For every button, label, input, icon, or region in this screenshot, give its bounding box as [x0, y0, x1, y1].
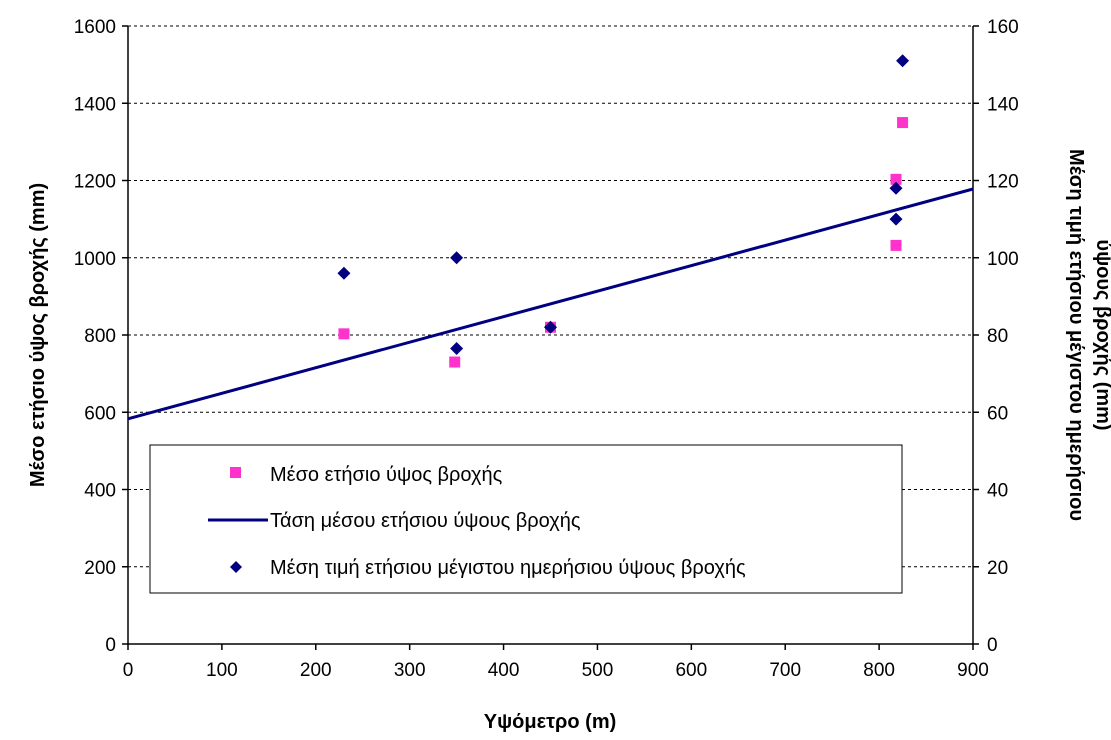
tick-labels: 0200400600800100012001400160002040608010…: [74, 17, 1019, 681]
legend-marker-square: [230, 467, 241, 478]
data-point-square: [890, 173, 902, 185]
data-point-square: [449, 356, 461, 368]
x-tick-label: 800: [863, 660, 895, 681]
data-point-square: [897, 117, 909, 129]
data-point-square: [338, 328, 350, 340]
y2-tick-label: 120: [987, 172, 1019, 193]
legend-marker-diamond: [230, 561, 242, 573]
legend-label-trend: Τάση μέσου ετήσιου ύψους βροχής: [270, 510, 581, 532]
data-point-square: [890, 239, 902, 251]
y-tick-label: 1200: [74, 172, 116, 193]
y2-tick-label: 140: [987, 94, 1019, 115]
x-tick-label: 300: [394, 660, 426, 681]
y2-tick-label: 100: [987, 249, 1019, 270]
data-point-diamond: [450, 342, 464, 356]
data-point-diamond: [889, 181, 903, 195]
y2-tick-label: 20: [987, 558, 1008, 579]
legend-label-max-daily-rainfall: Μέση τιμή ετήσιου μέγιστου ημερήσιου ύψο…: [270, 557, 746, 579]
y-tick-label: 400: [84, 481, 116, 502]
y2-tick-label: 80: [987, 326, 1008, 347]
x-tick-label: 200: [300, 660, 332, 681]
y2-tick-label: 60: [987, 403, 1008, 424]
data-point-diamond: [450, 251, 464, 265]
trend-line: [127, 187, 974, 421]
y2-tick-label: 40: [987, 481, 1008, 502]
axes: [122, 25, 979, 650]
y-tick-label: 200: [84, 558, 116, 579]
y-tick-label: 1400: [74, 94, 116, 115]
y-tick-label: 1000: [74, 249, 116, 270]
x-tick-label: 600: [675, 660, 707, 681]
y2-axis-title-line2: ύψους βροχής (mm): [1092, 239, 1111, 430]
x-tick-label: 700: [769, 660, 801, 681]
y2-tick-label: 160: [987, 17, 1019, 38]
y2-axis-title-line1: Μέση τιμή ετήσιου μέγιστου ημερήσιου: [1065, 149, 1087, 521]
data-point-diamond: [337, 266, 351, 280]
x-tick-label: 400: [488, 660, 520, 681]
series-layer: [127, 54, 974, 421]
x-axis-title: Υψόμετρο (m): [484, 711, 617, 733]
legend-label-annual-rainfall: Μέσο ετήσιο ύψος βροχής: [270, 464, 503, 486]
y-tick-label: 800: [84, 326, 116, 347]
y2-tick-label: 0: [987, 635, 998, 656]
data-point-diamond: [896, 54, 910, 68]
y-axis-title: Μέσο ετήσιο ύψος βροχής (mm): [27, 183, 49, 487]
y-tick-label: 1600: [74, 17, 116, 38]
x-tick-label: 100: [206, 660, 238, 681]
x-tick-label: 900: [957, 660, 989, 681]
y-tick-label: 0: [105, 635, 116, 656]
x-tick-label: 500: [582, 660, 614, 681]
legend: Μέσο ετήσιο ύψος βροχής Τάση μέσου ετήσι…: [149, 444, 903, 594]
data-point-diamond: [544, 320, 557, 334]
data-point-diamond: [889, 212, 903, 226]
legend-box: [149, 444, 903, 594]
x-tick-label: 0: [123, 660, 134, 681]
y-tick-label: 600: [84, 403, 116, 424]
